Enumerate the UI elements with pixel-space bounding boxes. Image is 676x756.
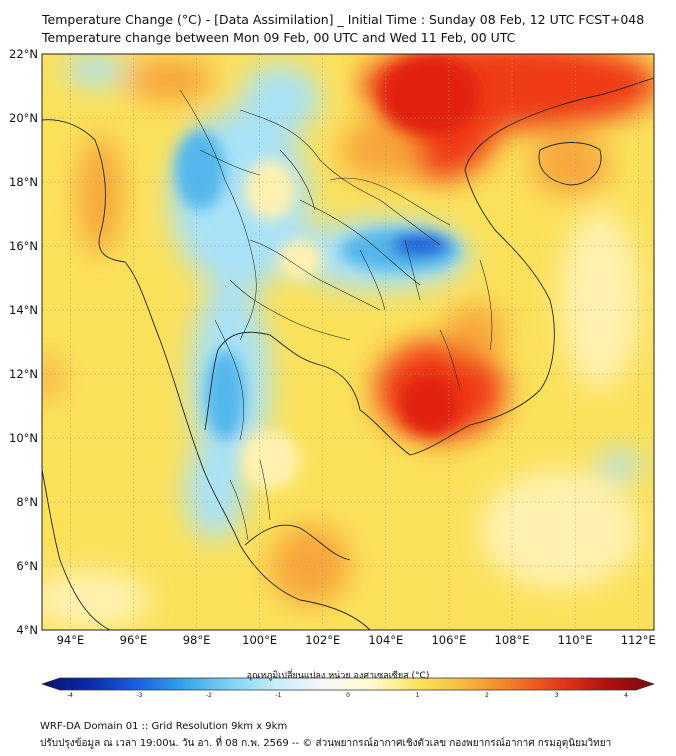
lon-label: 100°E: [242, 633, 278, 647]
footer-line-2: ปรับปรุงข้อมูล ณ เวลา 19:00น. วัน อา. ที…: [40, 738, 612, 749]
footer-line-1: WRF-DA Domain 01 :: Grid Resolution 9km …: [40, 721, 288, 732]
lat-label: 22°N: [9, 47, 38, 61]
lon-label: 110°E: [557, 633, 593, 647]
graticule: [42, 54, 654, 630]
lon-label: 96°E: [119, 633, 148, 647]
lon-label: 102°E: [305, 633, 341, 647]
colorbar-tick: 4: [624, 692, 628, 699]
title: Temperature Change (°C) - [Data Assimila…: [42, 12, 645, 27]
lon-label: 104°E: [368, 633, 404, 647]
colorbar-tick: -1: [275, 692, 282, 699]
lat-label: 14°N: [9, 303, 38, 317]
lat-label: 6°N: [16, 559, 38, 573]
colorbar: [40, 677, 656, 691]
lat-label: 18°N: [9, 175, 38, 189]
lat-label: 10°N: [9, 431, 38, 445]
colorbar-tick: 0: [346, 692, 350, 699]
colorbar-tick: 3: [554, 692, 559, 699]
lon-label: 98°E: [182, 633, 211, 647]
lat-label: 4°N: [16, 623, 38, 637]
lat-label: 16°N: [9, 239, 38, 253]
colorbar-tick: 1: [415, 692, 420, 699]
lon-label: 112°E: [620, 633, 656, 647]
lon-label: 106°E: [431, 633, 467, 647]
lon-label: 108°E: [494, 633, 530, 647]
map-frame: [41, 53, 655, 631]
colorbar-tick: -4: [67, 692, 73, 699]
temperature-field: [42, 54, 654, 630]
colorbar-tick: -3: [136, 692, 143, 699]
province-borders: [179, 89, 493, 541]
colorbar-tick: 2: [485, 692, 489, 699]
lat-label: 8°N: [16, 495, 38, 509]
map-panel: [40, 53, 656, 691]
lat-label: 12°N: [9, 367, 38, 381]
lon-label: 94°E: [56, 633, 85, 647]
coastline-lines: [42, 77, 654, 630]
lat-label: 20°N: [9, 111, 38, 125]
colorbar-tick: -2: [206, 692, 212, 699]
subtitle: Temperature change between Mon 09 Feb, 0…: [42, 30, 516, 45]
colorbar-label: อุณหภูมิเปลี่ยนแปลง หน่วย องศาเซลเซียส (…: [246, 671, 430, 681]
